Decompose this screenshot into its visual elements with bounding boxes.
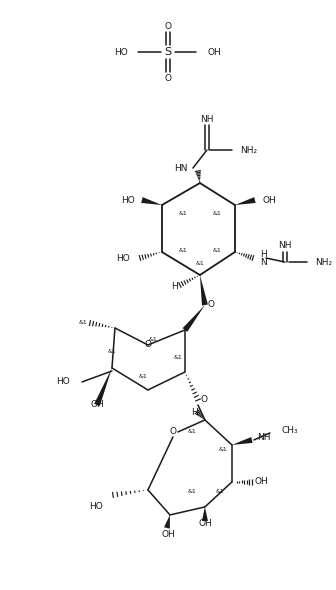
- Polygon shape: [232, 437, 253, 445]
- Text: H: H: [260, 250, 267, 258]
- Text: O: O: [169, 427, 176, 437]
- Text: &1: &1: [213, 211, 221, 215]
- Text: OH: OH: [208, 48, 222, 57]
- Text: H: H: [192, 408, 198, 418]
- Text: &1: &1: [213, 248, 221, 253]
- Text: &1: &1: [174, 356, 182, 360]
- Text: OH: OH: [263, 195, 277, 205]
- Text: OH: OH: [255, 477, 269, 486]
- Text: &1: &1: [138, 375, 147, 379]
- Text: NH: NH: [257, 434, 270, 442]
- Text: &1: &1: [178, 248, 187, 253]
- Text: HO: HO: [89, 503, 103, 512]
- Text: &1: &1: [178, 211, 187, 215]
- Polygon shape: [94, 368, 112, 406]
- Text: S: S: [164, 47, 171, 57]
- Text: O: O: [164, 74, 171, 83]
- Text: N: N: [260, 257, 267, 267]
- Text: HN: HN: [174, 163, 188, 172]
- Polygon shape: [235, 197, 256, 205]
- Text: NH₂: NH₂: [315, 257, 332, 267]
- Text: NH: NH: [278, 241, 292, 250]
- Text: OH: OH: [161, 530, 175, 539]
- Polygon shape: [182, 305, 205, 332]
- Text: &1: &1: [78, 320, 87, 326]
- Polygon shape: [200, 275, 208, 306]
- Text: O: O: [144, 340, 152, 349]
- Text: HO: HO: [121, 195, 135, 205]
- Text: O: O: [208, 300, 215, 310]
- Text: OH: OH: [90, 401, 104, 409]
- Text: &1: &1: [218, 447, 227, 453]
- Text: &1: &1: [216, 490, 224, 494]
- Text: O: O: [164, 22, 171, 31]
- Text: OH: OH: [198, 519, 212, 529]
- Text: HO: HO: [116, 254, 130, 263]
- Text: &1: &1: [196, 261, 204, 266]
- Text: HO: HO: [56, 378, 70, 386]
- Text: NH₂: NH₂: [240, 146, 257, 155]
- Text: &1: &1: [108, 349, 116, 355]
- Text: O: O: [201, 395, 208, 405]
- Polygon shape: [164, 515, 170, 529]
- Polygon shape: [141, 197, 162, 205]
- Text: CH₃: CH₃: [282, 427, 298, 435]
- Text: &1: &1: [149, 337, 157, 342]
- Text: NH: NH: [200, 114, 214, 123]
- Text: &1: &1: [187, 430, 196, 434]
- Polygon shape: [202, 507, 208, 521]
- Text: &1: &1: [187, 490, 196, 494]
- Text: H: H: [172, 281, 178, 290]
- Text: HO: HO: [114, 48, 128, 57]
